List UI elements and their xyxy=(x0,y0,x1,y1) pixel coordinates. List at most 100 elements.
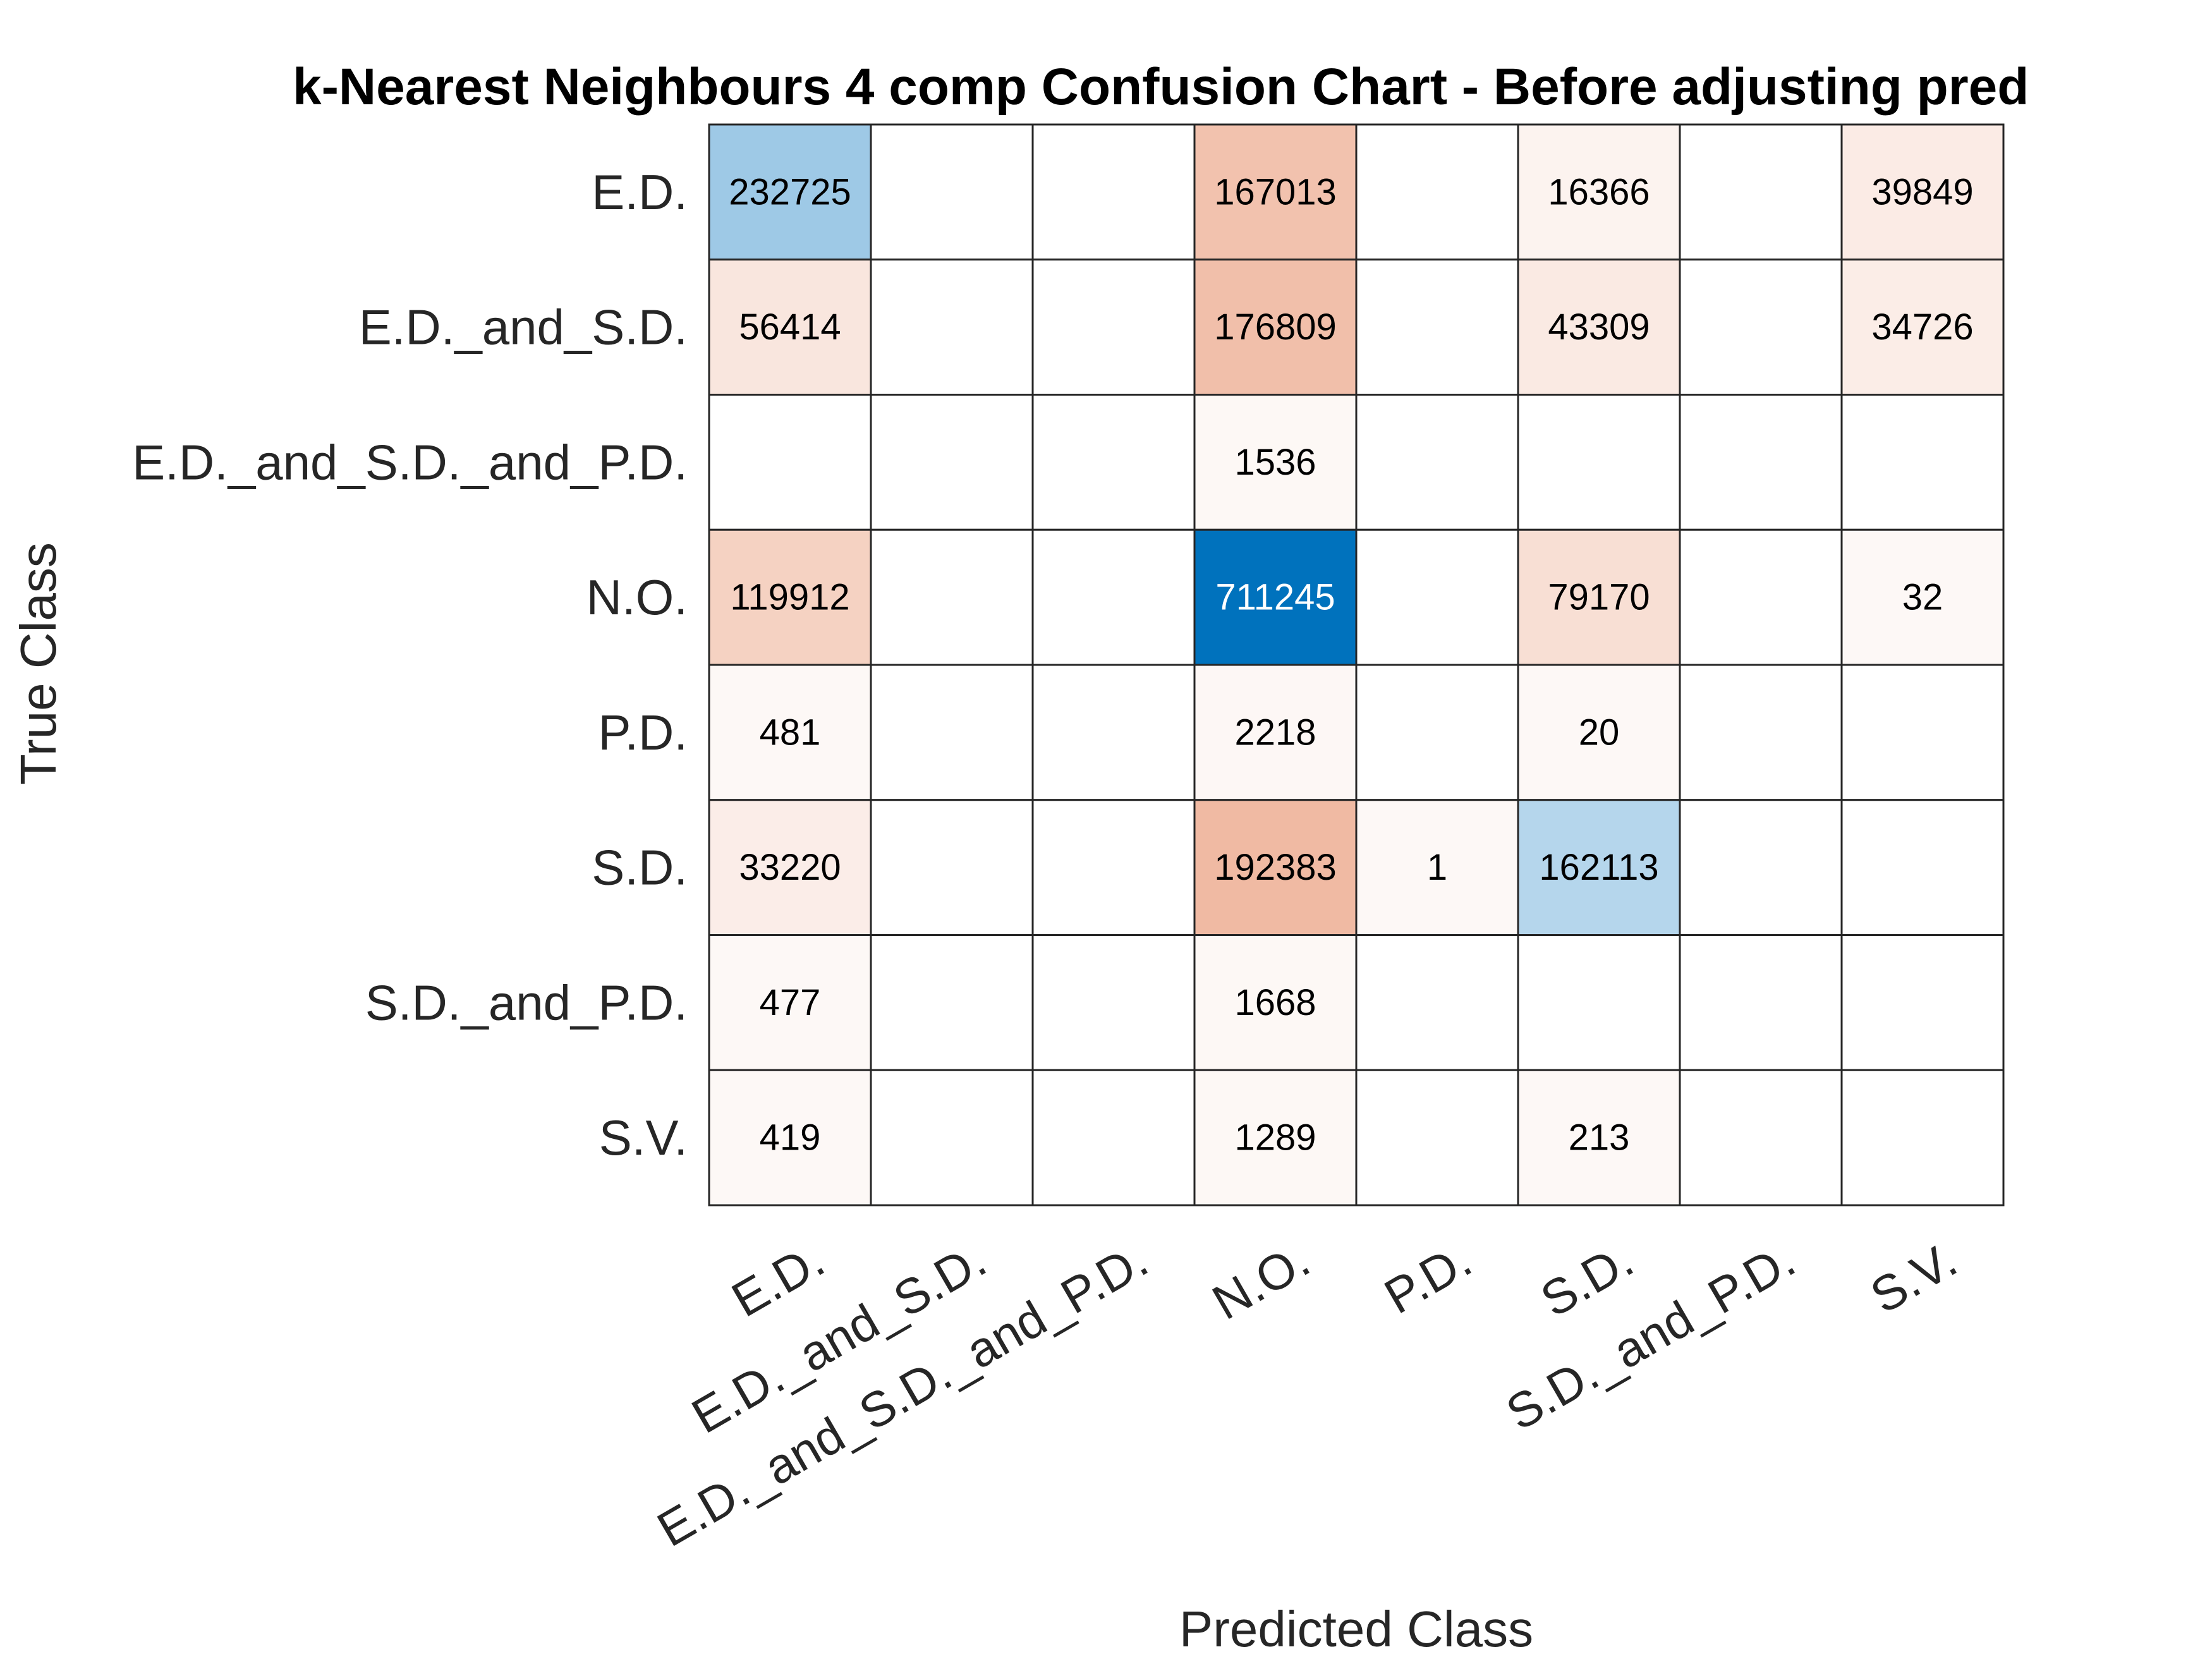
matrix-cell xyxy=(1679,394,1843,531)
cell-value: 34726 xyxy=(1871,307,1973,348)
matrix-cell xyxy=(1840,664,2005,801)
row-label: E.D._and_S.D._and_P.D. xyxy=(132,434,688,490)
cell-value: 419 xyxy=(760,1117,821,1158)
matrix-cell xyxy=(708,1069,872,1206)
matrix-cell xyxy=(1517,934,1681,1071)
row-label: N.O. xyxy=(586,569,688,625)
matrix-cell xyxy=(870,934,1034,1071)
matrix-cell xyxy=(1355,123,1519,261)
row-label: S.V. xyxy=(599,1110,688,1165)
matrix-cell xyxy=(1840,1069,2005,1206)
matrix-cell xyxy=(1679,799,1843,936)
cell-value: 79170 xyxy=(1548,577,1650,618)
row-label: P.D. xyxy=(598,705,688,760)
matrix-cell xyxy=(1355,1069,1519,1206)
cell-value: 167013 xyxy=(1214,171,1337,212)
matrix-cell xyxy=(1193,799,1358,936)
row-label: E.D._and_S.D. xyxy=(359,300,688,355)
matrix-cell xyxy=(1355,528,1519,666)
matrix-cell xyxy=(1031,934,1196,1071)
column-labels: E.D.E.D._and_S.D.E.D._and_S.D._and_P.D. N… xyxy=(648,1232,1966,1558)
matrix-cell xyxy=(708,528,872,666)
matrix-cell xyxy=(870,258,1034,396)
x-axis-label: Predicted Class xyxy=(1179,1601,1533,1657)
matrix-cell xyxy=(1679,1069,1843,1206)
matrix-cell xyxy=(1679,934,1843,1071)
matrix-cell xyxy=(708,123,872,261)
column-label: N.O. xyxy=(1203,1232,1319,1330)
matrix-cell xyxy=(1517,799,1681,936)
cell-value: 1668 xyxy=(1234,982,1316,1023)
matrix-cell xyxy=(1840,934,2005,1071)
matrix-cell xyxy=(708,394,872,531)
cell-value: 162113 xyxy=(1539,847,1658,888)
cell-value: 1536 xyxy=(1234,442,1316,483)
matrix-cell xyxy=(708,664,872,801)
column-label: P.D. xyxy=(1375,1232,1481,1325)
matrix-cell xyxy=(1193,123,1358,261)
row-label: S.D._and_P.D. xyxy=(365,975,688,1030)
cell-value: 119912 xyxy=(730,577,849,618)
matrix-cell xyxy=(1355,394,1519,531)
cell-value: 1289 xyxy=(1234,1117,1316,1158)
matrix-cell xyxy=(1517,123,1681,261)
row-label: S.D. xyxy=(592,840,688,896)
cell-value: 39849 xyxy=(1871,171,1973,212)
matrix-cell xyxy=(708,799,872,936)
matrix-cell xyxy=(1840,394,2005,531)
cell-value: 481 xyxy=(760,712,821,753)
matrix-cell xyxy=(870,123,1034,261)
cell-value: 20 xyxy=(1579,712,1620,753)
matrix-cell xyxy=(1355,258,1519,396)
column-label: S.V. xyxy=(1861,1232,1966,1324)
cell-value: 1 xyxy=(1427,847,1447,888)
matrix-cell xyxy=(1193,934,1358,1071)
matrix-cell xyxy=(870,528,1034,666)
matrix-cell xyxy=(1840,799,2005,936)
matrix-cell xyxy=(870,664,1034,801)
matrix-cell xyxy=(1517,664,1681,801)
matrix-cell xyxy=(1679,664,1843,801)
matrix-cell xyxy=(1840,123,2005,261)
matrix-cell xyxy=(1355,664,1519,801)
cell-value: 56414 xyxy=(739,307,841,348)
confusion-matrix-cells: 232725 167013 16366 39849 56414 176809 43309 34… xyxy=(708,123,2005,1206)
matrix-cell xyxy=(1031,394,1196,531)
matrix-cell xyxy=(1840,528,2005,666)
column-label: E.D. xyxy=(722,1232,833,1328)
y-axis-label: True Class xyxy=(10,542,66,785)
matrix-cell xyxy=(1679,258,1843,396)
matrix-cell xyxy=(1031,799,1196,936)
matrix-cell xyxy=(1031,1069,1196,1206)
matrix-cell xyxy=(1031,528,1196,666)
cell-value: 477 xyxy=(760,982,821,1023)
matrix-cell xyxy=(1517,1069,1681,1206)
row-labels: E.D. E.D._and_S.D. E.D._and_S.D._and_P.D. N… xyxy=(132,164,688,1165)
cell-value: 176809 xyxy=(1214,307,1337,348)
matrix-cell xyxy=(708,934,872,1071)
cell-value: 33220 xyxy=(739,847,841,888)
chart-title: k-Nearest Neighbours 4 comp Confusion Ch… xyxy=(293,58,2029,116)
matrix-cell xyxy=(1031,123,1196,261)
cell-value: 711245 xyxy=(1215,577,1335,618)
matrix-cell xyxy=(708,258,872,396)
matrix-cell xyxy=(1355,934,1519,1071)
matrix-cell xyxy=(1031,664,1196,801)
matrix-cell xyxy=(1679,528,1843,666)
cell-value: 16366 xyxy=(1548,171,1650,212)
matrix-cell xyxy=(1193,258,1358,396)
row-label: E.D. xyxy=(592,164,688,220)
matrix-cell xyxy=(1679,123,1843,261)
cell-value: 43309 xyxy=(1548,307,1650,348)
matrix-cell xyxy=(1355,799,1519,936)
matrix-cell xyxy=(870,799,1034,936)
column-label: S.D. xyxy=(1531,1232,1642,1328)
column-label: S.D._and_P.D. xyxy=(1497,1232,1804,1441)
cell-value: 213 xyxy=(1569,1117,1630,1158)
cell-value: 2218 xyxy=(1234,712,1316,753)
matrix-cell xyxy=(870,394,1034,531)
matrix-cell xyxy=(1031,258,1196,396)
matrix-cell xyxy=(1517,394,1681,531)
matrix-cell xyxy=(1517,528,1681,666)
